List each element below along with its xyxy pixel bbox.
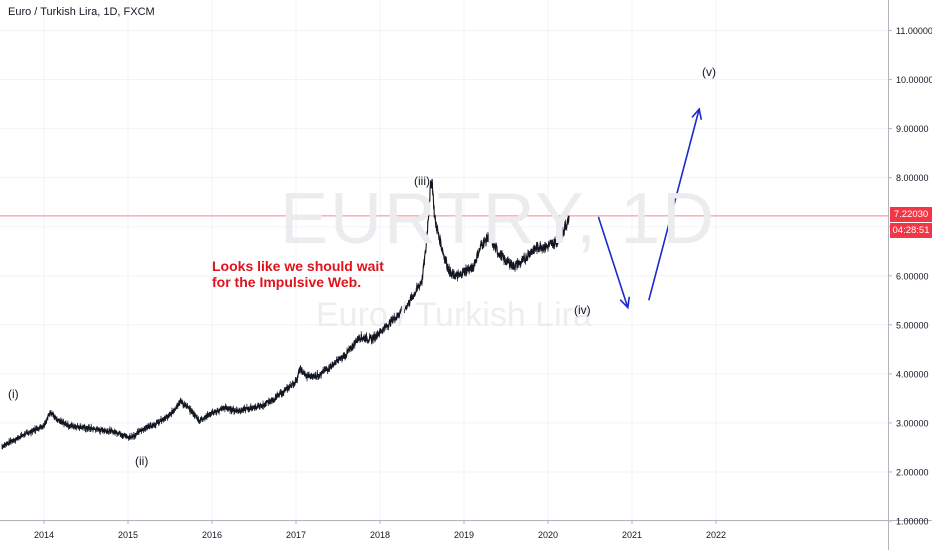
y-tick-label: 6.00000: [896, 271, 929, 281]
annotation-line-1: Looks like we should wait: [212, 258, 384, 274]
x-tick-label: 2016: [202, 530, 222, 540]
x-tick-label: 2015: [118, 530, 138, 540]
wave-label-ii[interactable]: (ii): [135, 454, 149, 468]
y-tick-label: 3.00000: [896, 418, 929, 428]
annotation-text[interactable]: Looks like we should wait for the Impuls…: [212, 258, 384, 290]
x-tick-label: 2020: [538, 530, 558, 540]
wave-label-iii[interactable]: (iii): [414, 174, 430, 188]
x-tick-label: 2022: [706, 530, 726, 540]
x-tick-label: 2014: [34, 530, 54, 540]
y-tick-label: 2.00000: [896, 467, 929, 477]
wave-label-i[interactable]: (i): [8, 387, 19, 401]
projection-arrow-line: [648, 108, 700, 301]
y-tick-label: 8.00000: [896, 173, 929, 183]
x-tick-label: 2019: [454, 530, 474, 540]
y-tick-label: 5.00000: [896, 320, 929, 330]
y-tick-label: 4.00000: [896, 369, 929, 379]
x-tick-label: 2021: [622, 530, 642, 540]
bar-countdown-tag: 04:28:51: [890, 223, 932, 238]
wave-label-iv[interactable]: (iv): [574, 303, 591, 317]
y-tick-label: 11.00000: [896, 26, 932, 36]
current-price-tag: 7.22030: [890, 207, 932, 222]
projection-arrow-head: [691, 107, 703, 120]
y-tick-label: 10.00000: [896, 75, 932, 85]
y-tick-label: 9.00000: [896, 124, 929, 134]
annotation-line-2: for the Impulsive Web.: [212, 274, 362, 290]
symbol-watermark: EURTRY, 1D: [280, 179, 717, 259]
x-tick-label: 2018: [370, 530, 390, 540]
y-tick-label: 1.00000: [896, 517, 929, 527]
projection-arrow-head: [619, 296, 631, 310]
chart-title[interactable]: Euro / Turkish Lira, 1D, FXCM: [8, 6, 155, 18]
wave-label-v[interactable]: (v): [702, 65, 716, 79]
x-tick-label: 2017: [286, 530, 306, 540]
name-watermark: Euro / Turkish Lira: [316, 296, 592, 334]
projection-arrow-line: [597, 216, 629, 308]
